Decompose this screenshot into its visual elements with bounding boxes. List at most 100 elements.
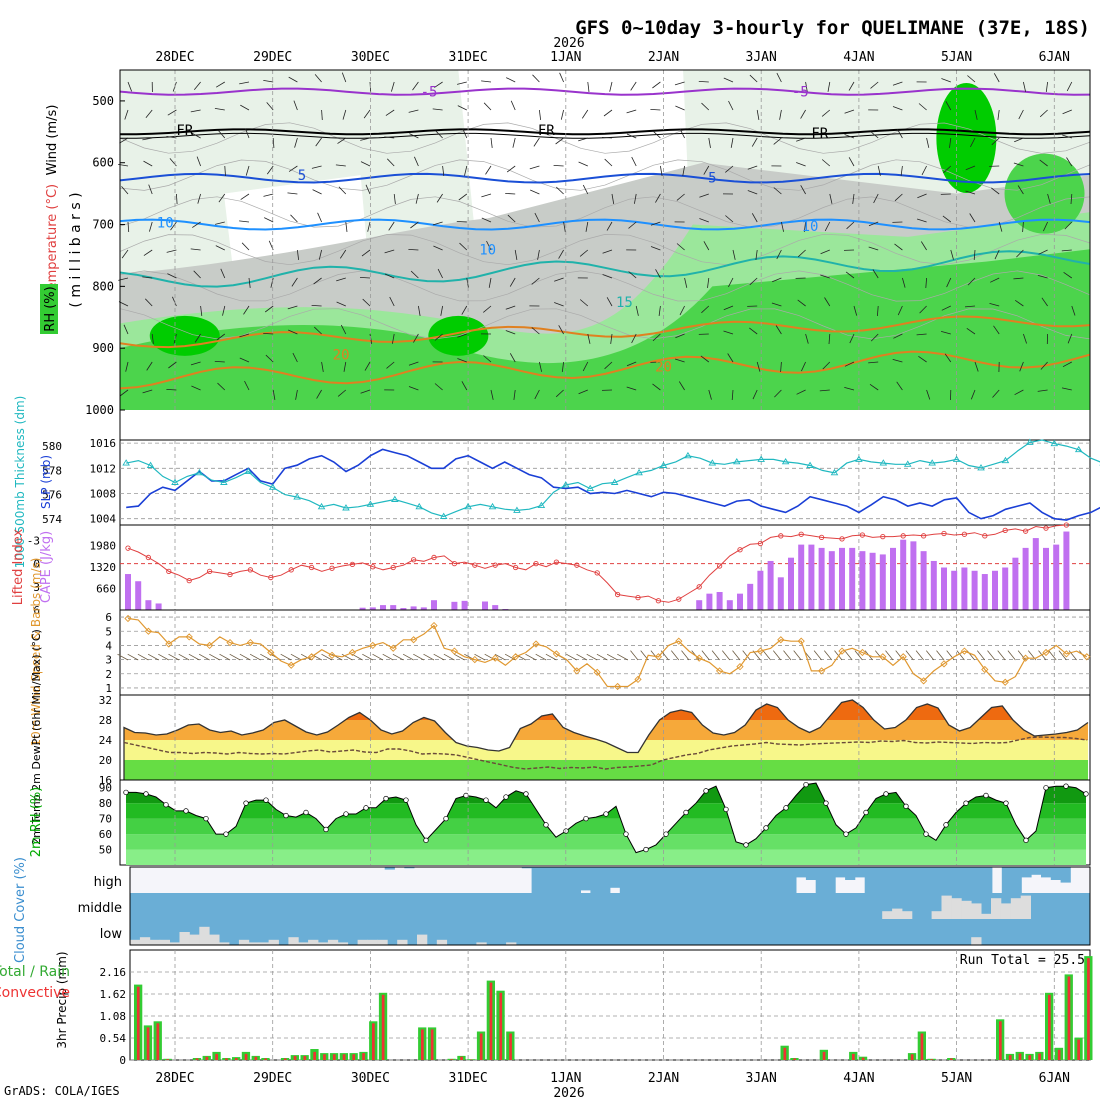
surface-wind-barb: [147, 653, 159, 661]
wind-speed-point: [389, 644, 397, 652]
rh-contour: [119, 308, 1091, 340]
lifted-index-point: [920, 533, 927, 539]
cloud-bar: [982, 867, 993, 893]
wind-barb: [149, 221, 153, 232]
wind-barb: [775, 325, 782, 335]
lifted-index-point: [349, 561, 356, 568]
isotherm-label: FR: [811, 126, 828, 142]
cloud-bar: [991, 898, 1002, 919]
wind-barb: [869, 383, 879, 391]
wind-barb: [263, 193, 274, 197]
wind-barb: [408, 361, 419, 366]
wind-barb: [993, 73, 1000, 83]
lifted-index-point: [859, 532, 866, 538]
top-date-axis: 28DEC 29DEC 30DEC 31DEC 1JAN 2JAN 3JAN 4JAN 5JAN…: [155, 50, 1070, 65]
wind-barb: [264, 217, 274, 223]
rh-midgreen-layer: [120, 249, 1090, 410]
wind-barb: [579, 299, 589, 307]
thickness-marker: [830, 468, 839, 476]
lifted-index-point: [1063, 522, 1070, 528]
cape-bar: [492, 605, 499, 610]
wind-barb: [578, 389, 588, 395]
wind-barb: [731, 389, 734, 401]
cape-bar: [1043, 547, 1049, 610]
wind-speed-point: [634, 675, 642, 684]
wind-barb: [266, 165, 274, 175]
wind-barb: [780, 361, 782, 373]
wind-tick-label: 4: [105, 639, 112, 652]
wind-speed-path: [127, 617, 1088, 688]
wind-speed-point: [144, 627, 153, 635]
cape-bar: [1063, 531, 1070, 610]
wind-barb: [679, 305, 685, 316]
wind-barb: [341, 72, 347, 83]
wind-barb: [848, 157, 855, 167]
wind-barb: [578, 161, 588, 167]
surface-wind-barb: [117, 653, 129, 661]
wind-barb: [339, 249, 347, 259]
isotherms: [119, 87, 1091, 390]
precip-convective-bar: [342, 1054, 346, 1060]
wind-barb: [749, 327, 758, 335]
wind-barb: [917, 193, 927, 199]
cape-bar: [431, 600, 437, 610]
precip-convective-bar: [303, 1055, 307, 1060]
precip-bars: [134, 956, 1093, 1060]
lifted-index-point: [512, 564, 519, 571]
wind-barb: [579, 249, 589, 257]
cloud-bar: [357, 939, 368, 945]
surface-wind-barb: [630, 650, 639, 661]
cloud-bar: [476, 942, 487, 945]
wind-barb: [751, 137, 758, 147]
wind-barb: [512, 137, 516, 148]
cloud-bar: [159, 939, 170, 945]
wind-barb: [531, 327, 540, 335]
cape-bar: [155, 603, 162, 610]
wind-barb: [728, 277, 734, 288]
rh-point: [363, 805, 369, 811]
surface-wind-barb: [793, 650, 802, 661]
rh-point: [543, 822, 549, 828]
rh-point: [1023, 837, 1029, 843]
precip-convective-bar: [323, 1054, 326, 1060]
wind-barb: [440, 305, 443, 316]
pressure-tick-label: 500: [92, 94, 114, 108]
wind-barb: [848, 81, 855, 91]
wind-barb: [191, 385, 201, 391]
precip-convective-bar: [293, 1055, 297, 1060]
thickness-marker: [659, 461, 668, 468]
wind-barb: [529, 165, 540, 170]
isotherm-label: 20: [333, 347, 350, 363]
wind-barb: [311, 305, 322, 307]
cloud-bar: [337, 942, 349, 945]
top-date-label: 4JAN: [843, 50, 874, 65]
cloud-bar: [189, 934, 200, 945]
cloud-bar: [1020, 895, 1031, 919]
wind-barb: [145, 298, 153, 307]
wind-barb: [360, 137, 371, 141]
surface-wind-barb: [566, 653, 577, 661]
wind-barb: [1037, 389, 1048, 392]
wind-barb: [973, 249, 976, 261]
wind-barb: [287, 305, 298, 310]
wind-speed-point: [695, 654, 703, 662]
wind-barb: [609, 81, 613, 92]
wind-barb: [606, 221, 613, 231]
rh-point: [483, 797, 489, 803]
cape-bar: [808, 544, 815, 610]
cape-bar: [900, 539, 907, 610]
lifted-index-point: [757, 540, 764, 547]
run-total: Run Total = 25.5: [960, 953, 1085, 968]
cloud-bar: [1010, 898, 1022, 919]
surface-wind-barb: [239, 653, 251, 661]
wind-barb: [360, 161, 371, 167]
surface-wind-barb: [413, 653, 424, 661]
rh-point: [183, 808, 189, 814]
lifted-index-point: [145, 554, 152, 561]
wind-barb: [919, 305, 927, 314]
surface-wind-barb: [681, 650, 690, 661]
cloud-bar: [825, 867, 836, 893]
surface-wind-barb: [885, 650, 894, 661]
ylabel-precip: 3hr Precip (mm): [55, 951, 69, 1048]
wind-barb: [631, 333, 637, 344]
